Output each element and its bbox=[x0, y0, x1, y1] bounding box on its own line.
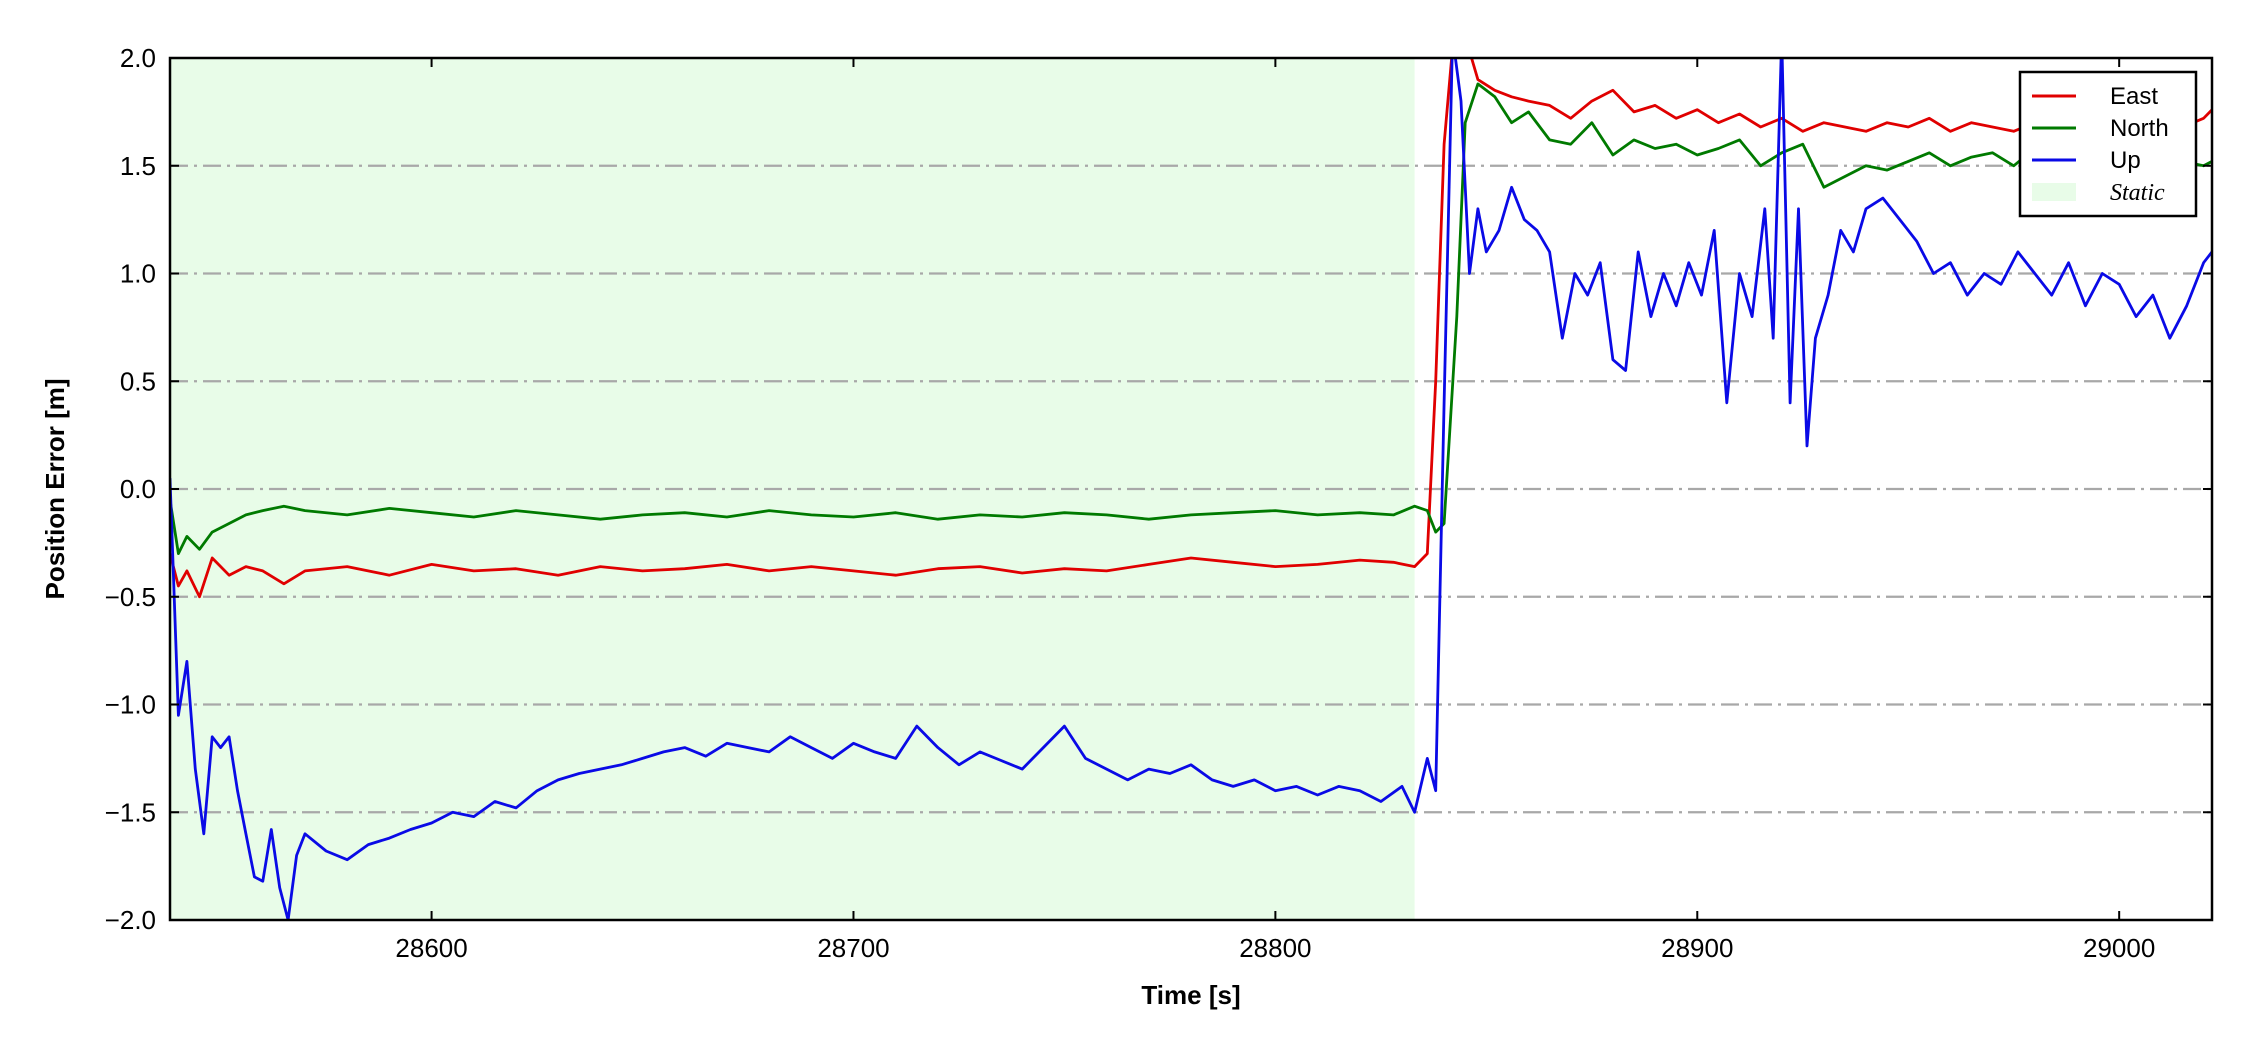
y-tick-label: 1.5 bbox=[120, 151, 156, 181]
y-tick-label: 0.5 bbox=[120, 366, 156, 396]
series-line-east bbox=[170, 58, 2212, 599]
x-axis-title: Time [s] bbox=[1141, 980, 1240, 1010]
legend: East North Up Static bbox=[2018, 70, 2198, 218]
legend-label-up: Up bbox=[2110, 147, 2141, 174]
legend-label-north: North bbox=[2110, 115, 2169, 142]
legend-label-static: Static bbox=[2110, 180, 2165, 206]
x-tick-label: 28900 bbox=[1661, 933, 1733, 963]
y-tick-label: 1.0 bbox=[120, 259, 156, 289]
y-tick-label: −1.0 bbox=[105, 690, 156, 720]
x-tick-label: 29000 bbox=[2083, 933, 2155, 963]
x-tick-label: 28800 bbox=[1239, 933, 1311, 963]
series-line-up bbox=[170, 58, 2212, 920]
y-tick-label: 2.0 bbox=[120, 43, 156, 73]
grid-layer bbox=[170, 164, 2212, 814]
series-layer bbox=[170, 58, 2212, 920]
tick-layer: 28600 28700 28800 28900 29000 −2.0 −1.5 −1.0 −0.… bbox=[105, 43, 2212, 963]
series-line-north bbox=[170, 82, 2212, 555]
y-tick-label: −1.5 bbox=[105, 797, 156, 827]
y-tick-label: −2.0 bbox=[105, 905, 156, 935]
y-tick-label: −0.5 bbox=[105, 582, 156, 612]
legend-swatch-static bbox=[2032, 183, 2076, 201]
y-axis-title: Position Error [m] bbox=[40, 378, 70, 599]
legend-label-east: East bbox=[2110, 83, 2158, 110]
x-tick-label: 28600 bbox=[395, 933, 467, 963]
x-tick-label: 28700 bbox=[817, 933, 889, 963]
y-tick-label: 0.0 bbox=[120, 474, 156, 504]
